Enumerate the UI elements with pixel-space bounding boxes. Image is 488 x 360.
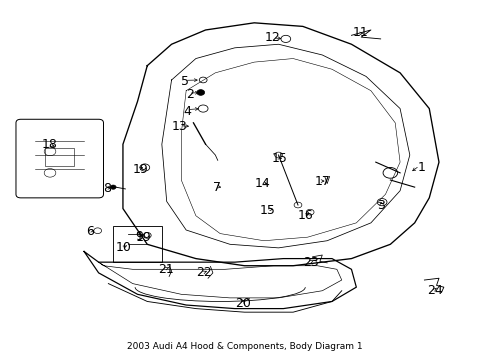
- Text: 15: 15: [271, 152, 287, 165]
- Circle shape: [143, 233, 151, 238]
- Text: 20: 20: [235, 297, 250, 310]
- Text: 16: 16: [297, 209, 312, 222]
- Text: 22: 22: [196, 266, 212, 279]
- Text: 2: 2: [186, 88, 194, 101]
- Text: 4: 4: [183, 104, 191, 118]
- Circle shape: [197, 90, 204, 95]
- Bar: [45, 148, 74, 166]
- Text: 13: 13: [172, 120, 187, 133]
- Text: 23: 23: [303, 256, 318, 269]
- Text: 17: 17: [314, 175, 329, 188]
- Text: 7: 7: [212, 181, 221, 194]
- Text: 21: 21: [158, 263, 173, 276]
- Text: 5: 5: [181, 75, 189, 88]
- Text: 6: 6: [86, 225, 94, 238]
- Text: 24: 24: [427, 284, 442, 297]
- Circle shape: [110, 185, 116, 189]
- Text: 1: 1: [417, 161, 425, 174]
- Text: 12: 12: [264, 31, 280, 44]
- Bar: [113, 226, 162, 262]
- Text: 8: 8: [103, 182, 111, 195]
- Text: 9: 9: [135, 230, 142, 243]
- Text: 3: 3: [376, 199, 384, 212]
- Text: 19: 19: [135, 231, 151, 244]
- Text: 11: 11: [352, 26, 367, 39]
- Text: 14: 14: [254, 177, 270, 190]
- Text: 2003 Audi A4 Hood & Components, Body Diagram 1: 2003 Audi A4 Hood & Components, Body Dia…: [126, 342, 362, 351]
- Text: 18: 18: [42, 139, 58, 152]
- Text: 19: 19: [133, 163, 148, 176]
- Text: 10: 10: [116, 241, 132, 255]
- Text: 15: 15: [259, 204, 275, 217]
